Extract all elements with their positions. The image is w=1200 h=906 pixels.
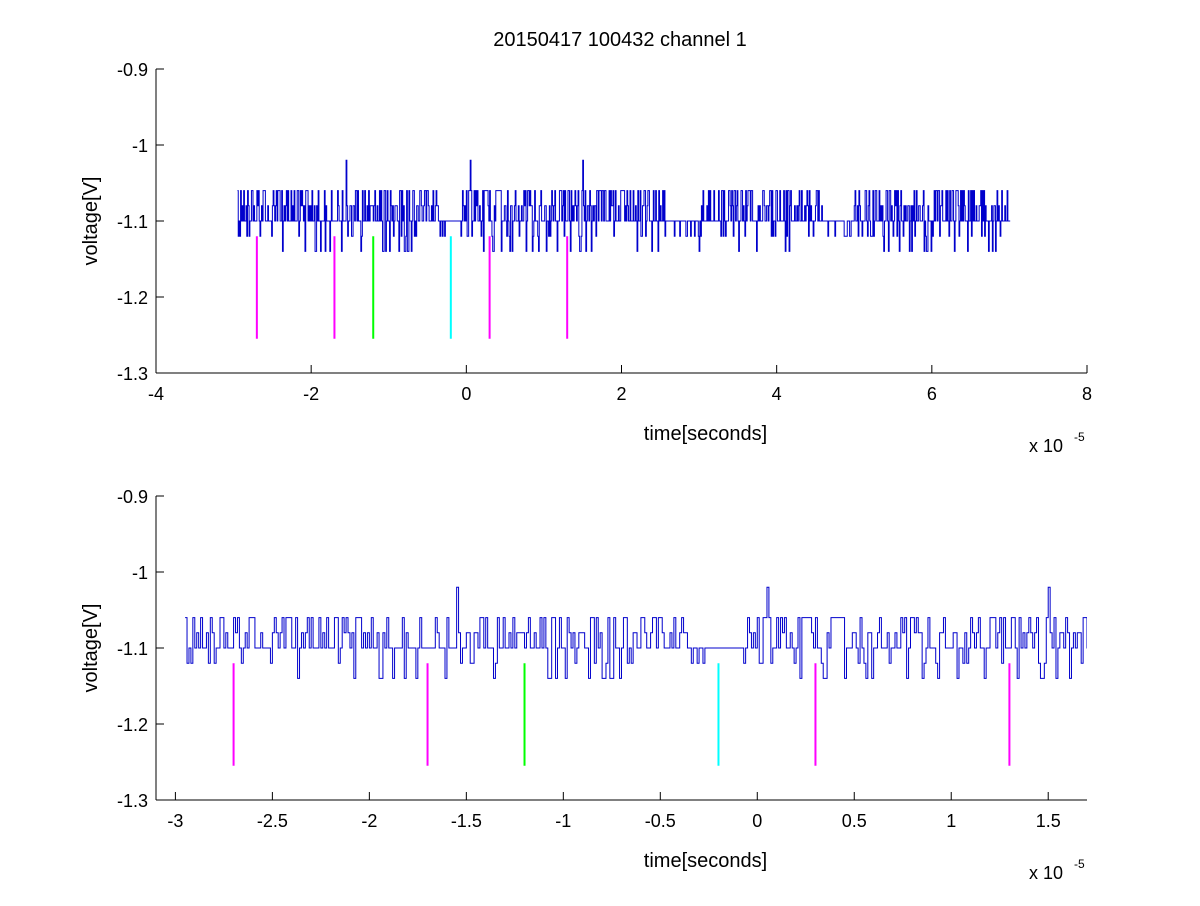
x-tick-label: 6	[927, 384, 937, 404]
x-tick-label: -3	[167, 811, 183, 831]
y-tick-label: -1.2	[117, 288, 148, 308]
x-tick-label: -2	[361, 811, 377, 831]
y-tick-label: -1.1	[117, 212, 148, 232]
x-tick-label: 1.5	[1036, 811, 1061, 831]
x-tick-label: 0.5	[842, 811, 867, 831]
y-tick-label: -1	[132, 136, 148, 156]
x-tick-label: 0	[461, 384, 471, 404]
figure-title: 20150417 100432 channel 1	[493, 29, 747, 51]
x-tick-label: -0.5	[645, 811, 676, 831]
x-tick-label: 1	[946, 811, 956, 831]
x-multiplier-exponent: -5	[1074, 857, 1085, 871]
x-tick-label: 2	[616, 384, 626, 404]
y-tick-label: -1	[132, 563, 148, 583]
voltage-trace	[237, 159, 1011, 252]
voltage-trace	[185, 586, 1087, 679]
x-tick-label: -1	[555, 811, 571, 831]
x-tick-label: -2.5	[257, 811, 288, 831]
x-tick-label: -2	[303, 384, 319, 404]
x-tick-label: -4	[148, 384, 164, 404]
y-tick-label: -0.9	[117, 487, 148, 507]
x-tick-label: -1.5	[451, 811, 482, 831]
y-axis-label: voltage[V]	[80, 177, 102, 266]
y-axis-label: voltage[V]	[80, 604, 102, 693]
x-axis-label: time[seconds]	[644, 423, 767, 445]
y-tick-label: -1.3	[117, 791, 148, 811]
y-tick-label: -1.3	[117, 364, 148, 384]
top-axes: -4 -2 0 2 4 6 8 -1.3 -1.2 -1.1 -1 -0.9 time[seconds]…	[80, 60, 1092, 456]
x-multiplier-exponent: -5	[1074, 430, 1085, 444]
y-tick-label: -0.9	[117, 60, 148, 80]
y-tick-label: -1.1	[117, 639, 148, 659]
x-multiplier: x 10	[1029, 863, 1063, 883]
bottom-axes: -3 -2.5 -2 -1.5 -1 -0.5 0 0.5 1 1.5 -1.3 -1.2 -1.1 -1…	[80, 487, 1087, 883]
x-tick-label: 4	[772, 384, 782, 404]
x-multiplier: x 10	[1029, 436, 1063, 456]
x-tick-label: 0	[752, 811, 762, 831]
x-axis-label: time[seconds]	[644, 850, 767, 872]
y-tick-label: -1.2	[117, 715, 148, 735]
x-tick-label: 8	[1082, 384, 1092, 404]
